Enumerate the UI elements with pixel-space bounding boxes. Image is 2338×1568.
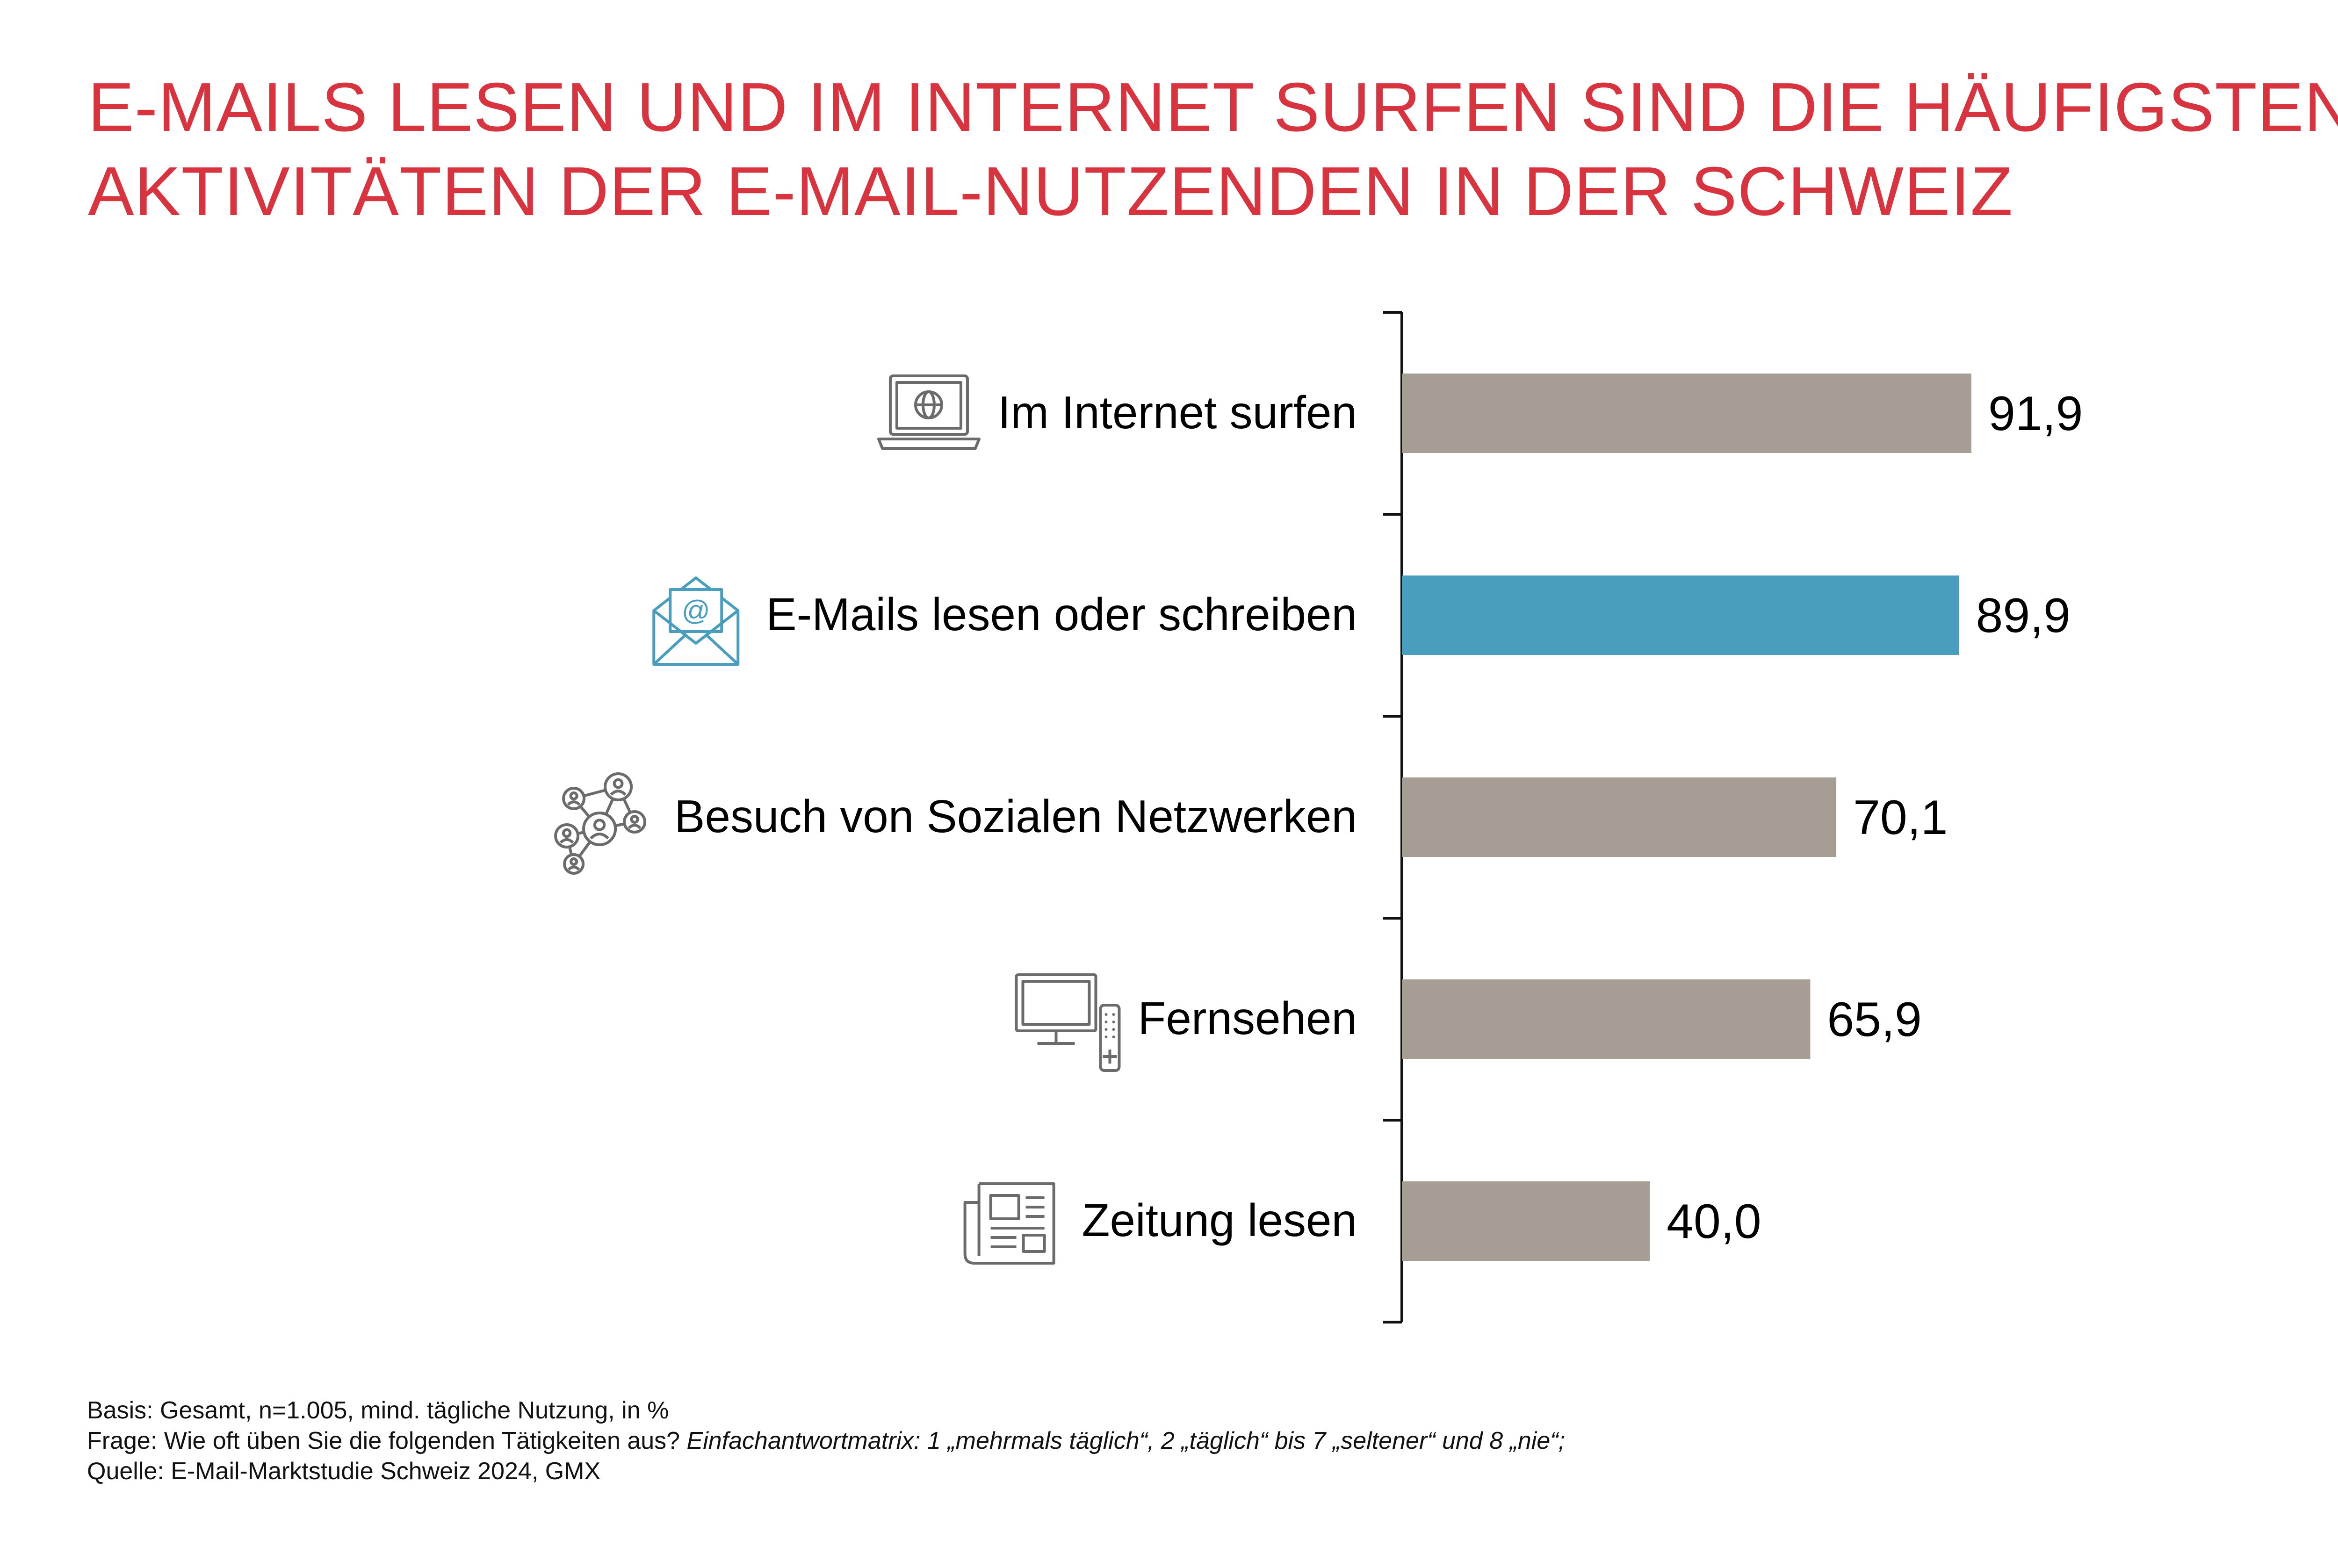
bar <box>1402 979 1811 1059</box>
newspaper-icon <box>963 1182 1055 1265</box>
bar <box>1402 374 1971 453</box>
social-network-icon <box>554 772 647 875</box>
category-label: E-Mails lesen oder schreiben <box>766 589 1357 640</box>
footnote-basis: Basis: Gesamt, n=1.005, mind. tägliche N… <box>87 1397 669 1424</box>
page-title: E-MAILS LESEN UND IM INTERNET SURFEN SIN… <box>88 65 2338 234</box>
category-label: Im Internet surfen <box>998 387 1357 438</box>
bar-value-label: 89,9 <box>1976 589 2070 643</box>
bar-value-label: 70,1 <box>1853 791 1948 845</box>
category-label: Besuch von Sozialen Netzwerken <box>674 791 1357 842</box>
laptop-globe-icon <box>877 374 981 450</box>
footnote-quelle: Quelle: E-Mail-Marktstudie Schweiz 2024,… <box>87 1458 601 1485</box>
category-label: Fernsehen <box>1138 993 1357 1044</box>
bar-value-label: 65,9 <box>1827 993 1921 1047</box>
bar <box>1402 575 1959 655</box>
footnote-frage-italic: Einfachantwortmatrix: 1 „mehrmals täglic… <box>686 1427 1566 1454</box>
email-envelope-icon: @ <box>652 576 740 666</box>
title-line-1: E-MAILS LESEN UND IM INTERNET SURFEN SIN… <box>88 69 2338 146</box>
footnotes: Basis: Gesamt, n=1.005, mind. tägliche N… <box>87 1395 1565 1487</box>
tv-remote-icon <box>1015 973 1121 1072</box>
bar <box>1402 1181 1650 1261</box>
bar-value-label: 40,0 <box>1667 1194 1761 1249</box>
footnote-frage: Frage: Wie oft üben Sie die folgenden Tä… <box>87 1426 1565 1456</box>
bar <box>1402 777 1837 857</box>
title-line-2: AKTIVITÄTEN DER E-MAIL-NUTZENDEN IN DER … <box>88 153 2013 230</box>
category-label: Zeitung lesen <box>1082 1194 1357 1246</box>
footnote-frage-text: Frage: Wie oft üben Sie die folgenden Tä… <box>87 1427 687 1454</box>
bar-value-label: 91,9 <box>1988 387 2083 441</box>
svg-text:@: @ <box>682 595 710 626</box>
